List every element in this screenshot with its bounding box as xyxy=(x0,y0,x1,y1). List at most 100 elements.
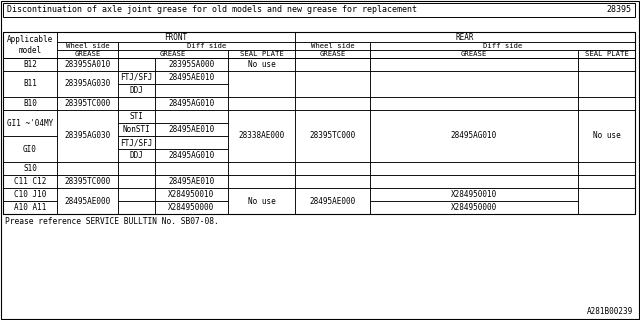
Bar xyxy=(295,188,370,214)
Text: GREASE: GREASE xyxy=(319,51,346,57)
Text: GI0: GI0 xyxy=(23,145,37,154)
Bar xyxy=(57,58,118,71)
Text: 28395AG030: 28395AG030 xyxy=(65,79,111,89)
Bar xyxy=(57,32,295,42)
Bar xyxy=(118,201,155,214)
Bar xyxy=(155,149,228,162)
Bar xyxy=(155,201,228,214)
Bar xyxy=(118,50,228,58)
Bar xyxy=(118,123,155,136)
Text: No use: No use xyxy=(248,196,275,205)
Bar xyxy=(578,71,635,97)
Text: REAR: REAR xyxy=(456,33,474,42)
Text: A281B00239: A281B00239 xyxy=(587,308,633,316)
Bar xyxy=(57,110,118,162)
Text: Wheel side: Wheel side xyxy=(310,43,355,49)
Bar xyxy=(118,149,155,162)
Text: No use: No use xyxy=(593,132,620,140)
Bar xyxy=(3,3,635,17)
Bar xyxy=(370,175,578,188)
Text: C10 J10: C10 J10 xyxy=(14,190,46,199)
Bar xyxy=(57,188,118,214)
Text: 28395AG030: 28395AG030 xyxy=(65,132,111,140)
Bar xyxy=(57,42,118,50)
Text: No use: No use xyxy=(248,60,275,69)
Text: 28395SA000: 28395SA000 xyxy=(168,60,214,69)
Text: C11 C12: C11 C12 xyxy=(14,177,46,186)
Text: 28395: 28395 xyxy=(606,5,631,14)
Text: 28495AE000: 28495AE000 xyxy=(309,196,356,205)
Bar xyxy=(3,97,57,110)
Text: B10: B10 xyxy=(23,99,37,108)
Bar xyxy=(295,110,370,162)
Bar xyxy=(155,58,228,71)
Bar xyxy=(3,136,57,162)
Bar xyxy=(578,110,635,162)
Bar xyxy=(3,32,635,58)
Text: STI: STI xyxy=(129,112,143,121)
Bar xyxy=(57,50,118,58)
Bar xyxy=(155,175,228,188)
Text: 28495AG010: 28495AG010 xyxy=(168,151,214,160)
Bar xyxy=(228,188,295,214)
Bar xyxy=(578,50,635,58)
Bar xyxy=(118,188,155,201)
Text: FTJ/SFJ: FTJ/SFJ xyxy=(120,73,153,82)
Bar xyxy=(370,162,578,175)
Bar xyxy=(118,162,155,175)
Bar xyxy=(155,162,228,175)
Bar xyxy=(295,162,370,175)
Bar xyxy=(370,201,578,214)
Bar xyxy=(578,175,635,188)
Bar xyxy=(295,71,370,97)
Bar xyxy=(155,123,228,136)
Bar xyxy=(228,71,295,97)
Bar xyxy=(578,188,635,214)
Text: SEAL PLATE: SEAL PLATE xyxy=(239,51,284,57)
Bar xyxy=(578,97,635,110)
Bar xyxy=(3,175,57,188)
Bar xyxy=(228,58,295,71)
Bar xyxy=(3,201,57,214)
Text: A10 A11: A10 A11 xyxy=(14,203,46,212)
Bar xyxy=(155,188,228,201)
Text: 28338AE000: 28338AE000 xyxy=(238,132,285,140)
Bar xyxy=(118,110,155,123)
Text: S10: S10 xyxy=(23,164,37,173)
Bar xyxy=(295,97,370,110)
Bar xyxy=(118,175,155,188)
Bar xyxy=(155,84,228,97)
Text: 28495AE010: 28495AE010 xyxy=(168,73,214,82)
Bar xyxy=(370,50,578,58)
Text: X284950000: X284950000 xyxy=(168,203,214,212)
Text: 28395TC000: 28395TC000 xyxy=(65,177,111,186)
Bar xyxy=(57,97,118,110)
Bar xyxy=(3,110,57,136)
Bar xyxy=(228,162,295,175)
Text: Wheel side: Wheel side xyxy=(66,43,109,49)
Bar xyxy=(3,32,635,214)
Bar xyxy=(370,42,635,50)
Text: 28495AE010: 28495AE010 xyxy=(168,177,214,186)
Bar xyxy=(228,110,295,162)
Bar xyxy=(295,42,370,50)
Text: GREASE: GREASE xyxy=(461,51,487,57)
Text: GREASE: GREASE xyxy=(160,51,186,57)
Text: GI1 ~'04MY: GI1 ~'04MY xyxy=(7,118,53,127)
Bar xyxy=(155,110,228,123)
Bar xyxy=(370,188,578,201)
Bar xyxy=(3,162,57,175)
Text: Applicable
model: Applicable model xyxy=(7,35,53,55)
Text: DDJ: DDJ xyxy=(129,151,143,160)
Bar xyxy=(3,58,57,71)
Text: X284950010: X284950010 xyxy=(168,190,214,199)
Text: 28495AG010: 28495AG010 xyxy=(451,132,497,140)
Text: NonSTI: NonSTI xyxy=(123,125,150,134)
Bar xyxy=(578,58,635,71)
Bar xyxy=(118,58,155,71)
Bar xyxy=(228,50,295,58)
Text: 28395TC000: 28395TC000 xyxy=(65,99,111,108)
Bar xyxy=(370,97,578,110)
Text: X284950000: X284950000 xyxy=(451,203,497,212)
Text: Diff side: Diff side xyxy=(483,43,522,49)
